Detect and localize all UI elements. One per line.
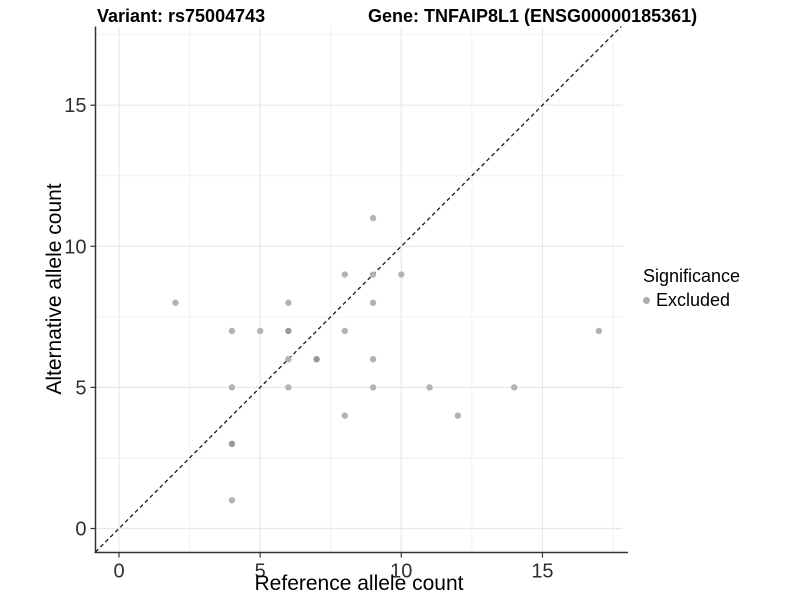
data-point xyxy=(426,384,433,391)
data-point xyxy=(228,440,236,448)
data-point xyxy=(595,327,603,335)
data-point xyxy=(228,497,236,504)
x-axis-label: Reference allele count xyxy=(254,572,464,595)
x-tick-label: 5 xyxy=(255,561,266,583)
data-point xyxy=(511,384,518,391)
legend-title: Significance xyxy=(643,266,741,286)
x-tick-label: 10 xyxy=(390,561,412,583)
data-point xyxy=(341,412,349,419)
identity-line xyxy=(95,26,622,553)
data-point xyxy=(285,384,292,391)
data-point xyxy=(369,299,377,306)
data-point xyxy=(228,327,236,335)
data-point xyxy=(313,355,320,363)
data-point xyxy=(285,299,292,306)
data-point xyxy=(228,384,236,391)
legend-point-icon xyxy=(643,297,650,304)
y-tick-label: 5 xyxy=(75,377,86,399)
data-point xyxy=(369,355,377,363)
plot-title-variant: Variant: rs75004743 xyxy=(97,6,266,26)
data-point xyxy=(285,355,292,363)
data-point xyxy=(398,271,405,278)
legend-item-label: Excluded xyxy=(656,290,731,310)
data-point xyxy=(256,327,264,335)
data-point xyxy=(369,384,377,391)
data-point xyxy=(369,214,377,222)
legend: Significance Excluded xyxy=(643,266,740,311)
data-point xyxy=(341,271,349,278)
y-tick-label: 15 xyxy=(64,95,86,117)
y-tick-label: 10 xyxy=(64,236,86,258)
data-point xyxy=(454,412,461,419)
x-tick-label: 15 xyxy=(531,561,553,583)
data-point xyxy=(369,271,377,278)
data-point xyxy=(172,299,179,306)
legend-item-excluded: Excluded xyxy=(643,290,740,311)
plot-title-gene: Gene: TNFAIP8L1 (ENSG00000185361) xyxy=(368,6,698,26)
data-point xyxy=(285,327,292,335)
data-point xyxy=(341,327,349,335)
x-tick-label: 0 xyxy=(113,561,124,583)
y-tick-label: 0 xyxy=(75,519,86,541)
y-axis-label: Alternative allele count xyxy=(43,183,66,395)
